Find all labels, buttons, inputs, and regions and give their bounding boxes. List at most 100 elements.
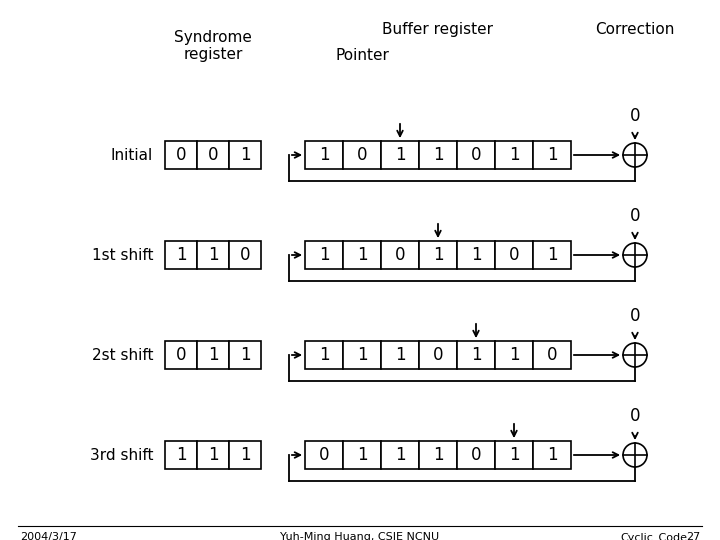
Text: 1: 1 (509, 446, 519, 464)
Text: Correction: Correction (595, 22, 675, 37)
Bar (419, 241, 457, 269)
Bar (343, 141, 381, 169)
Bar (495, 341, 533, 369)
Text: 0: 0 (319, 446, 329, 464)
Bar (457, 241, 495, 269)
Text: 1: 1 (395, 146, 405, 164)
Text: 1: 1 (207, 346, 218, 364)
Text: 1: 1 (471, 346, 481, 364)
Text: 1: 1 (433, 146, 444, 164)
Bar (165, 341, 197, 369)
Bar (457, 141, 495, 169)
Bar (305, 241, 343, 269)
Bar (419, 141, 457, 169)
Text: 1: 1 (433, 246, 444, 264)
Text: 0: 0 (356, 146, 367, 164)
Text: 1: 1 (471, 246, 481, 264)
Text: 1: 1 (240, 146, 251, 164)
Bar (197, 441, 229, 469)
Bar (197, 341, 229, 369)
Text: 0: 0 (509, 246, 519, 264)
Text: 0: 0 (630, 307, 640, 325)
Bar (305, 141, 343, 169)
Text: 0: 0 (208, 146, 218, 164)
Text: 1: 1 (240, 446, 251, 464)
Text: 0: 0 (471, 446, 481, 464)
Text: Yuh-Ming Huang, CSIE NCNU: Yuh-Ming Huang, CSIE NCNU (280, 532, 440, 540)
Text: 0: 0 (630, 107, 640, 125)
Bar (197, 241, 229, 269)
Text: 1: 1 (509, 346, 519, 364)
Text: 0: 0 (395, 246, 405, 264)
Text: 1: 1 (319, 246, 329, 264)
Bar (495, 441, 533, 469)
Text: 1: 1 (433, 446, 444, 464)
Bar (229, 141, 261, 169)
Bar (419, 441, 457, 469)
Text: 1: 1 (319, 346, 329, 364)
Text: 0: 0 (176, 346, 186, 364)
Text: 1: 1 (319, 146, 329, 164)
Text: 2004/3/17: 2004/3/17 (20, 532, 77, 540)
Bar (533, 441, 571, 469)
Bar (381, 241, 419, 269)
Text: 0: 0 (240, 246, 251, 264)
Circle shape (623, 243, 647, 267)
Text: 2st shift: 2st shift (91, 348, 153, 362)
Text: 1: 1 (546, 146, 557, 164)
Circle shape (623, 343, 647, 367)
Bar (343, 341, 381, 369)
Text: Initial: Initial (111, 147, 153, 163)
Circle shape (623, 143, 647, 167)
Text: 1: 1 (207, 446, 218, 464)
Bar (343, 441, 381, 469)
Text: 0: 0 (630, 207, 640, 225)
Circle shape (623, 443, 647, 467)
Text: 0: 0 (546, 346, 557, 364)
Text: 0: 0 (630, 407, 640, 425)
Text: 1: 1 (356, 446, 367, 464)
Bar (305, 441, 343, 469)
Text: 1: 1 (356, 346, 367, 364)
Text: 1: 1 (176, 446, 186, 464)
Text: 3rd shift: 3rd shift (89, 448, 153, 462)
Bar (229, 441, 261, 469)
Text: 1: 1 (546, 446, 557, 464)
Text: Pointer: Pointer (335, 48, 389, 63)
Text: 1: 1 (395, 446, 405, 464)
Bar (229, 241, 261, 269)
Text: 0: 0 (471, 146, 481, 164)
Bar (165, 441, 197, 469)
Text: 1: 1 (240, 346, 251, 364)
Bar (343, 241, 381, 269)
Bar (165, 141, 197, 169)
Bar (165, 241, 197, 269)
Bar (305, 341, 343, 369)
Bar (419, 341, 457, 369)
Text: 1: 1 (509, 146, 519, 164)
Bar (381, 141, 419, 169)
Bar (495, 141, 533, 169)
Bar (229, 341, 261, 369)
Text: 0: 0 (433, 346, 444, 364)
Bar (457, 341, 495, 369)
Text: 1: 1 (356, 246, 367, 264)
Text: 1: 1 (176, 246, 186, 264)
Text: 1: 1 (207, 246, 218, 264)
Bar (381, 441, 419, 469)
Text: 1st shift: 1st shift (91, 247, 153, 262)
Text: 27: 27 (685, 532, 700, 540)
Bar (457, 441, 495, 469)
Bar (381, 341, 419, 369)
Text: Buffer register: Buffer register (382, 22, 493, 37)
Bar (533, 341, 571, 369)
Text: 1: 1 (395, 346, 405, 364)
Bar (495, 241, 533, 269)
Bar (533, 141, 571, 169)
Text: 0: 0 (176, 146, 186, 164)
Bar (197, 141, 229, 169)
Text: 1: 1 (546, 246, 557, 264)
Bar (533, 241, 571, 269)
Text: Syndrome
register: Syndrome register (174, 30, 252, 63)
Text: Cyclic_Code: Cyclic_Code (620, 532, 687, 540)
